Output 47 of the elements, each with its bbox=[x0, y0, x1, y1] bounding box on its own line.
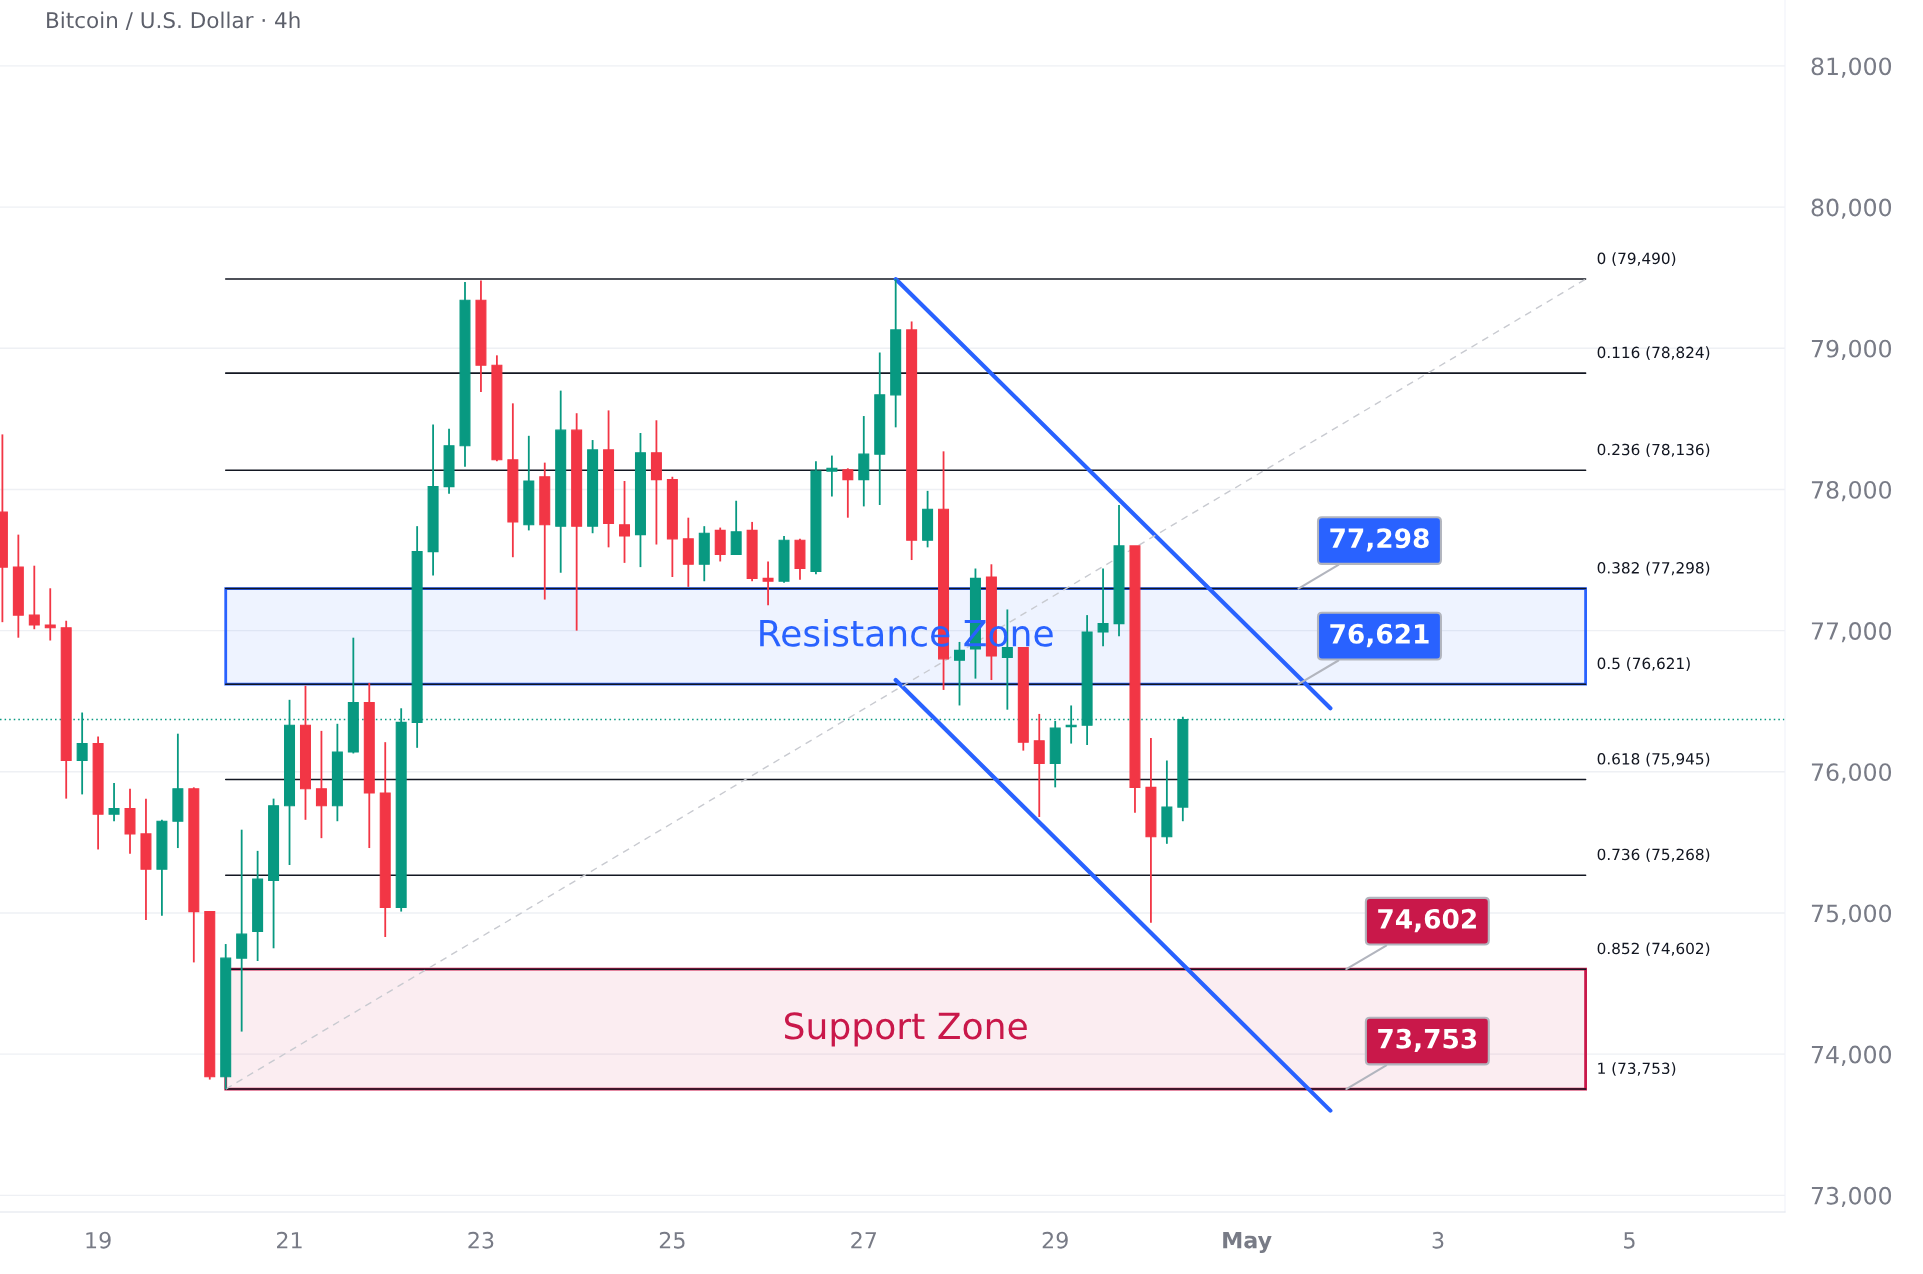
ref-line-label: 1 (73,753) bbox=[1598, 1062, 1676, 1076]
candlestick bbox=[953, 641, 965, 707]
x-tick-label: 27 bbox=[851, 1231, 877, 1249]
ref-line-label: 0.852 (74,602) bbox=[1597, 942, 1710, 957]
candlestick bbox=[730, 499, 742, 556]
annotation: 77,298 bbox=[1330, 528, 1429, 552]
y-tick-label: 73,000 bbox=[1811, 1186, 1892, 1208]
ref-line-label: 0 (79,490) bbox=[1597, 252, 1676, 266]
ref-line-label: 0.236 (78,136) bbox=[1597, 443, 1710, 458]
band-label: Support Zone bbox=[784, 1012, 1027, 1047]
y-tick-label: 78,000 bbox=[1811, 480, 1892, 502]
annotation: 73,753 bbox=[1378, 1028, 1477, 1053]
candlestick bbox=[28, 564, 40, 631]
chart-title: Bitcoin / U.S. Dollar · 4h bbox=[47, 11, 300, 30]
x-tick-label: May bbox=[1223, 1231, 1272, 1253]
ref-line-label: 0.382 (77,298) bbox=[1597, 561, 1710, 576]
annotation: 76,621 bbox=[1330, 623, 1429, 648]
y-tick-label: 76,000 bbox=[1811, 763, 1892, 784]
candlestick bbox=[315, 729, 327, 840]
y-tick-label: 80,000 bbox=[1811, 198, 1892, 219]
candlestick bbox=[714, 526, 726, 563]
annotation: 74,602 bbox=[1378, 908, 1476, 933]
ref-line-label: 0.618 (75,945) bbox=[1597, 752, 1710, 767]
ref-line-label: 0.736 (75,268) bbox=[1597, 848, 1710, 862]
x-tick-label: 19 bbox=[86, 1231, 111, 1249]
candlestick bbox=[619, 480, 631, 564]
y-tick-label: 74,000 bbox=[1811, 1045, 1892, 1066]
y-tick-label: 81,000 bbox=[1811, 57, 1892, 78]
y-tick-label: 75,000 bbox=[1811, 904, 1892, 925]
candlestick bbox=[842, 467, 854, 519]
ref-line-label: 0.5 (76,621) bbox=[1597, 657, 1690, 671]
x-tick-label: 5 bbox=[1624, 1232, 1635, 1249]
candlestick bbox=[44, 587, 56, 642]
x-tick-label: 21 bbox=[277, 1231, 302, 1249]
candlestick bbox=[1097, 567, 1109, 648]
ref-line-label: 0.116 (78,824) bbox=[1597, 346, 1710, 360]
y-tick-label: 77,000 bbox=[1811, 622, 1892, 643]
candlestick bbox=[762, 560, 774, 607]
candlestick bbox=[1033, 713, 1045, 818]
y-tick-label: 79,000 bbox=[1811, 339, 1892, 360]
x-tick-label: 25 bbox=[659, 1231, 685, 1249]
candlestick bbox=[826, 454, 838, 498]
x-tick-label: 29 bbox=[1042, 1231, 1068, 1249]
candlestick bbox=[108, 782, 120, 823]
x-tick-label: 3 bbox=[1432, 1231, 1444, 1249]
candlestick bbox=[236, 828, 248, 1033]
x-tick-label: 23 bbox=[468, 1231, 494, 1249]
